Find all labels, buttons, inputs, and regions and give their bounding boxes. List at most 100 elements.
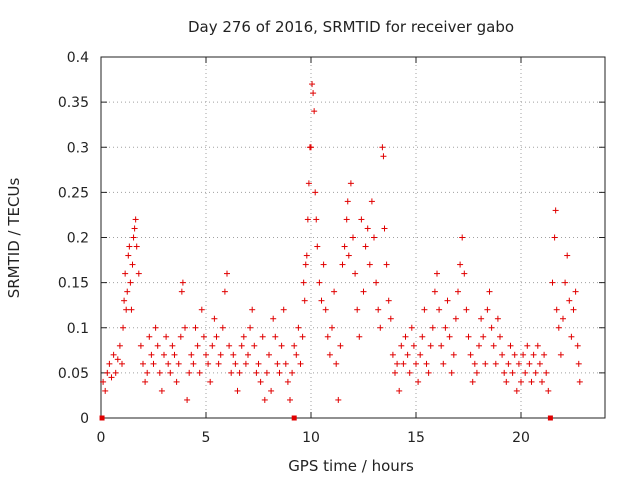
data-point [518, 378, 524, 385]
data-point [135, 270, 142, 277]
data-point [302, 261, 309, 268]
gap-marker [99, 415, 105, 421]
x-tick-label: 10 [302, 430, 320, 446]
data-point [400, 360, 407, 367]
chart-title: Day 276 of 2016, SRMTID for receiver gab… [188, 18, 514, 36]
data-point [209, 342, 216, 349]
data-point [368, 198, 375, 205]
data-point [373, 279, 380, 286]
data-point [333, 360, 340, 367]
y-tick-label: 0.35 [58, 95, 89, 111]
data-point [158, 387, 165, 394]
data-point [339, 261, 346, 268]
data-point [371, 234, 377, 241]
data-point [257, 378, 264, 385]
data-point [282, 360, 289, 367]
data-point [461, 270, 468, 277]
data-point [255, 360, 262, 367]
data-point [309, 81, 316, 88]
data-point [320, 261, 327, 268]
data-point [228, 369, 235, 376]
data-point [379, 144, 386, 151]
data-point [274, 360, 281, 367]
data-point [318, 297, 325, 304]
data-point [122, 270, 129, 277]
data-point [128, 306, 135, 313]
data-point [520, 351, 527, 358]
y-tick-label: 0.4 [67, 50, 89, 66]
data-point [532, 369, 539, 376]
data-point [467, 351, 474, 358]
data-point [345, 252, 352, 259]
x-tick-label: 5 [202, 430, 211, 446]
data-point [490, 342, 497, 349]
data-point [383, 261, 390, 268]
data-point [266, 351, 272, 358]
data-point [263, 369, 270, 376]
data-point [448, 369, 455, 376]
data-point [419, 333, 426, 340]
data-point [324, 333, 331, 340]
data-point [124, 288, 131, 295]
data-point [473, 369, 480, 376]
data-point [129, 261, 136, 268]
data-point [308, 144, 314, 151]
data-point [132, 216, 139, 223]
data-point [423, 360, 430, 367]
data-point [515, 360, 522, 367]
data-point [545, 387, 552, 394]
data-point [106, 360, 113, 367]
data-point [404, 351, 411, 358]
data-point [310, 90, 317, 97]
data-point [221, 288, 228, 295]
data-point [312, 189, 319, 196]
data-point [278, 342, 285, 349]
data-point [557, 351, 564, 358]
data-point [459, 234, 466, 241]
data-point [408, 324, 415, 331]
data-point [116, 342, 123, 349]
data-point [207, 378, 214, 385]
data-point [238, 342, 245, 349]
data-point [455, 288, 461, 295]
data-point [152, 324, 159, 331]
data-point [415, 378, 422, 385]
data-point [119, 360, 125, 367]
data-point [576, 378, 583, 385]
x-tick-label: 15 [407, 430, 425, 446]
data-point [366, 261, 373, 268]
data-point [450, 351, 457, 358]
data-point [377, 324, 384, 331]
data-point [215, 360, 222, 367]
data-point [167, 369, 174, 376]
data-point [476, 342, 482, 349]
data-point [528, 378, 535, 385]
data-point [251, 342, 258, 349]
data-point [148, 351, 155, 358]
data-point [200, 333, 207, 340]
data-point [543, 369, 550, 376]
x-tick-label: 0 [97, 430, 106, 446]
data-point [293, 351, 300, 358]
data-point [387, 315, 394, 322]
data-point [522, 369, 529, 376]
gap-marker [547, 415, 553, 421]
data-point [291, 342, 298, 349]
data-point [102, 387, 109, 394]
data-point [552, 207, 559, 214]
data-point [572, 288, 579, 295]
gap-marker [291, 415, 297, 421]
data-point [347, 180, 354, 187]
data-point [398, 342, 405, 349]
data-point [230, 351, 237, 358]
data-point [142, 378, 149, 385]
data-point [457, 261, 464, 268]
data-point [253, 369, 260, 376]
data-point [389, 351, 396, 358]
data-point [305, 180, 312, 187]
data-point [562, 279, 569, 286]
y-tick-label: 0.3 [67, 140, 89, 156]
data-point [381, 225, 388, 232]
data-point [438, 342, 445, 349]
